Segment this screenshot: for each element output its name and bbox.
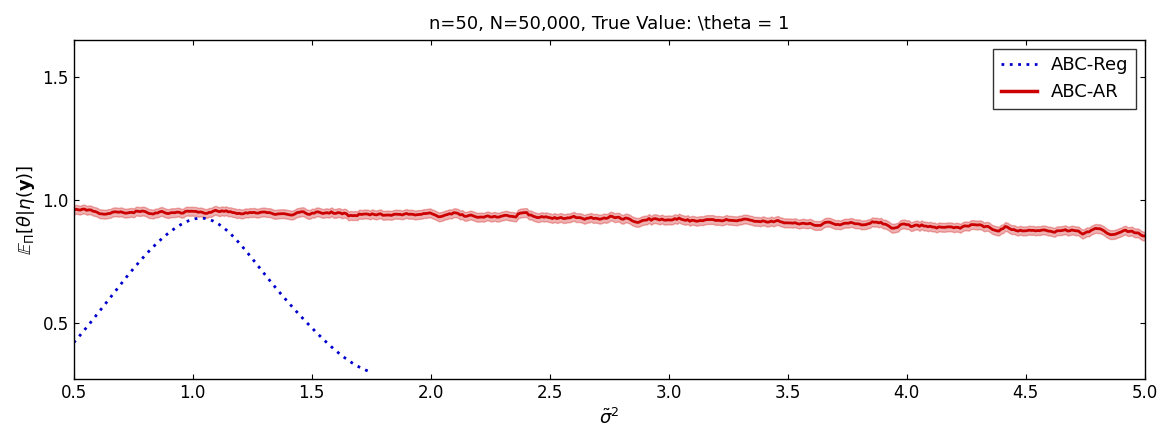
Y-axis label: $\mathbb{E}_{\Pi}[\theta|\eta(\mathbf{y})]$: $\mathbb{E}_{\Pi}[\theta|\eta(\mathbf{y}…: [15, 165, 38, 255]
Legend: ABC-Reg, ABC-AR: ABC-Reg, ABC-AR: [994, 49, 1135, 109]
Title: n=50, N=50,000, True Value: \theta = 1: n=50, N=50,000, True Value: \theta = 1: [429, 15, 789, 33]
X-axis label: $\tilde{\sigma}^2$: $\tilde{\sigma}^2$: [599, 408, 619, 428]
